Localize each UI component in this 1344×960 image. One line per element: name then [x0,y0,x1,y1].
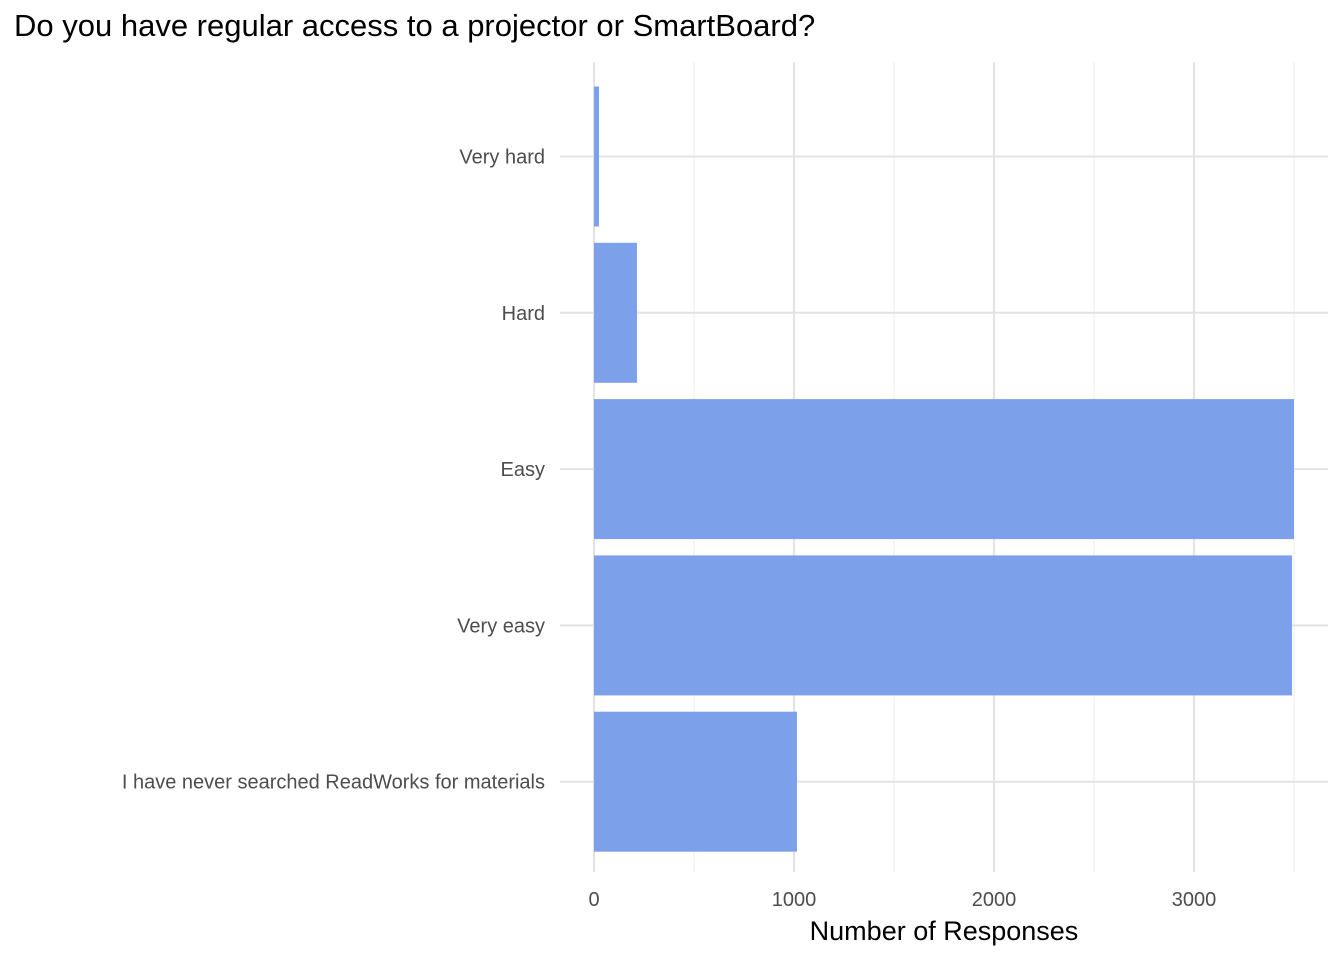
bar-i-have-never-searched-readworks-for-materials [594,711,797,852]
x-tick-label: 1000 [772,889,817,911]
bar-very-hard [594,86,599,227]
y-tick-label: Very easy [457,615,545,637]
bar-hard [594,242,637,383]
y-tick-label: Very hard [459,147,545,169]
y-tick-label: Easy [501,459,545,481]
y-tick-label: I have never searched ReadWorks for mate… [122,772,545,794]
x-tick-label: 3000 [1172,889,1217,911]
label-layer: 0 1000 2000 3000 Very hard Hard Easy Very easy I… [122,147,1216,912]
chart-title: Do you have regular access to a projecto… [14,8,816,43]
x-tick-label: 0 [588,889,599,911]
x-tick-label: 2000 [972,889,1017,911]
y-tick-label: Hard [502,303,545,325]
bar-easy [594,399,1294,540]
x-axis-title: Number of Responses [810,916,1079,946]
bar-very-easy [594,555,1292,696]
bar-layer [594,86,1294,852]
